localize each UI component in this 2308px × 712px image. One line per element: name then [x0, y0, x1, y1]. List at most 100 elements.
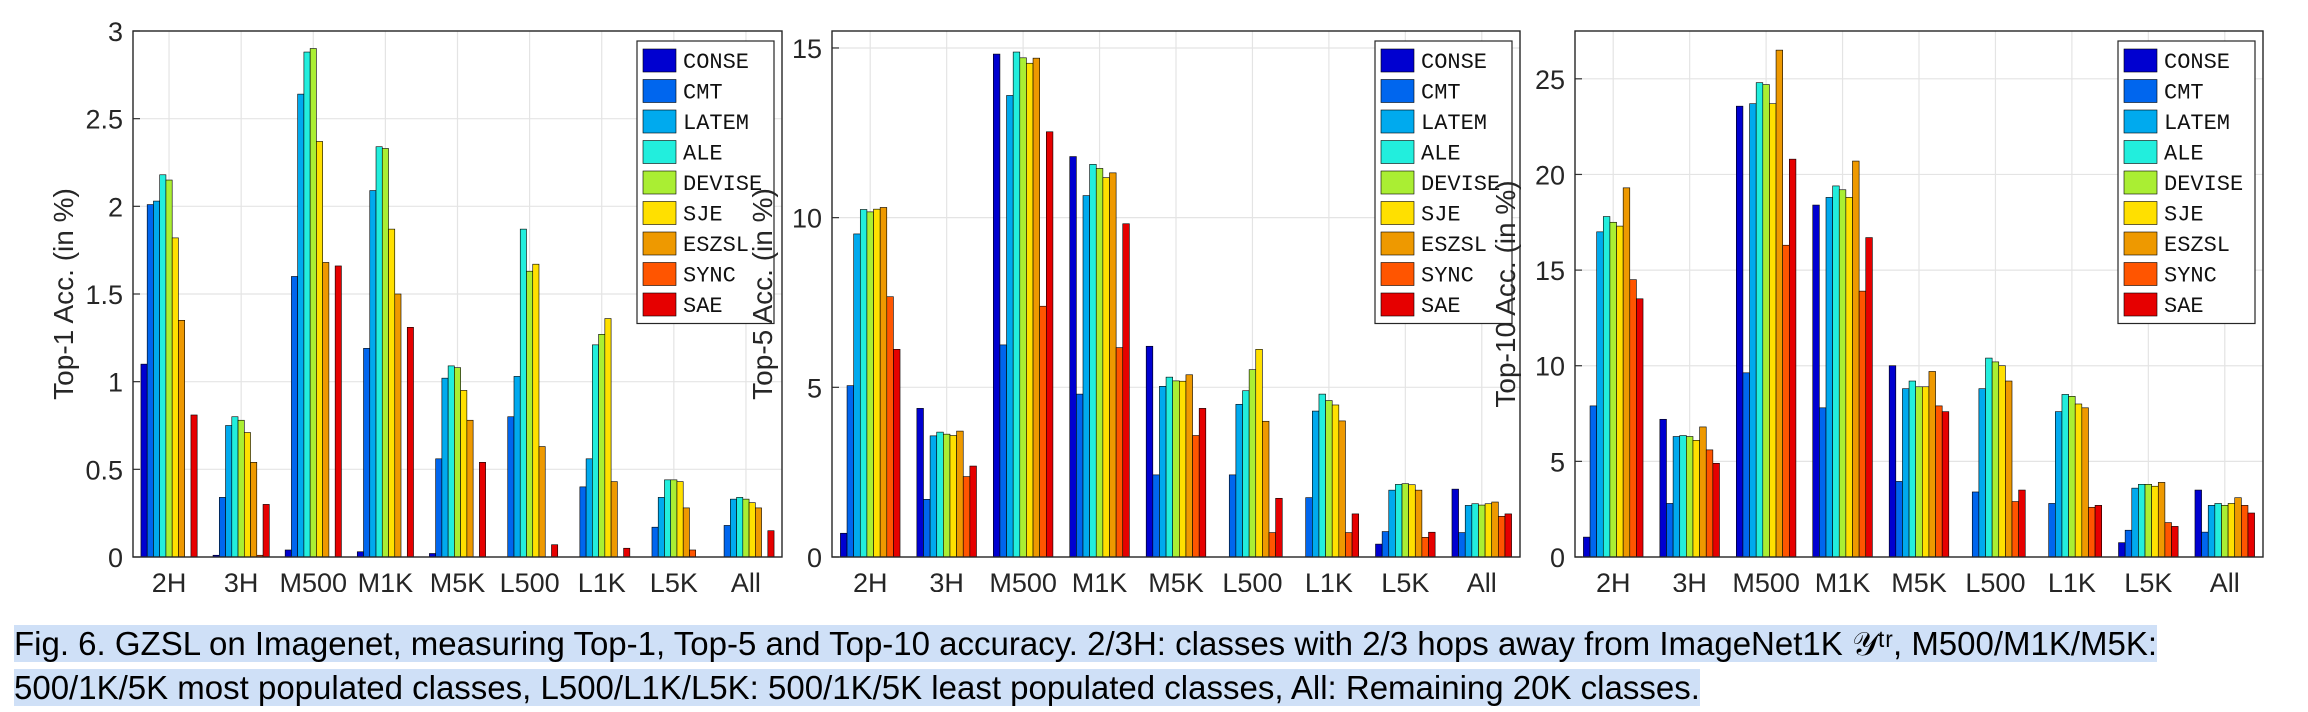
bar	[1039, 305, 1047, 558]
bar	[2247, 512, 2255, 558]
bar	[1699, 426, 1707, 558]
legend-swatch	[642, 140, 677, 164]
legend-swatch	[1380, 140, 1415, 164]
bar	[1735, 105, 1744, 558]
bar	[303, 51, 311, 558]
bar	[2194, 489, 2202, 558]
bar	[2151, 485, 2159, 558]
bar	[886, 296, 894, 558]
bar	[1858, 290, 1867, 558]
bar	[2138, 484, 2146, 558]
bar	[1275, 497, 1283, 558]
bar	[507, 416, 515, 558]
y-tick-label: 0.5	[85, 455, 123, 485]
bar	[1749, 103, 1757, 558]
bar	[1583, 536, 1591, 558]
bar	[1782, 244, 1790, 558]
bar	[2241, 505, 2249, 558]
bar	[1019, 57, 1027, 558]
legend-label: DEVISE	[683, 172, 762, 197]
bar	[153, 200, 160, 558]
bar	[1478, 504, 1486, 558]
y-tick-label: 2.5	[85, 105, 123, 135]
bar	[218, 497, 226, 558]
bar	[1902, 388, 1910, 558]
bar	[375, 146, 383, 558]
bar	[1666, 503, 1674, 558]
legend: CONSE CMT LATEM ALE DEVISE SJE ESZSL SYNC SAE	[636, 40, 775, 325]
y-tick-label: 10	[792, 204, 822, 234]
bar	[369, 190, 377, 558]
bar	[1338, 420, 1346, 558]
legend-label: ALE	[1421, 142, 1461, 167]
bar	[723, 525, 731, 558]
legend-label: ESZSL	[2164, 233, 2230, 258]
bar	[853, 233, 861, 558]
legend-swatch	[642, 170, 677, 195]
bar	[1172, 380, 1180, 558]
bar	[2088, 506, 2096, 558]
bar	[923, 499, 931, 558]
bar	[1428, 531, 1436, 558]
y-tick-label: 2	[108, 192, 123, 222]
bar	[1102, 177, 1110, 558]
x-tick-label: L1K	[578, 568, 626, 592]
legend-label: DEVISE	[2164, 172, 2243, 197]
x-tick-label: L5K	[1381, 568, 1429, 592]
bar	[579, 486, 587, 558]
bar	[1451, 488, 1459, 558]
legend-label: ALE	[2164, 142, 2204, 167]
legend-swatch	[1380, 79, 1415, 103]
legend-swatch	[1380, 170, 1415, 195]
y-tick-label: 1.5	[85, 280, 123, 310]
bar	[1978, 388, 1986, 558]
x-tick-label: L500	[500, 568, 560, 592]
legend-swatch	[2123, 140, 2158, 164]
x-tick-label: L500	[1965, 568, 2025, 592]
bar	[1076, 393, 1084, 558]
legend-label: SYNC	[1421, 264, 1474, 289]
bar	[1908, 380, 1916, 558]
bar	[1471, 503, 1479, 558]
y-tick-label: 1	[108, 368, 123, 398]
bar	[598, 334, 606, 558]
bar	[165, 179, 173, 558]
bar	[284, 549, 292, 558]
bar	[394, 293, 402, 558]
bar	[1672, 436, 1681, 558]
y-tick-label: 15	[792, 34, 822, 64]
bar	[2124, 529, 2133, 558]
x-tick-label: All	[1467, 568, 1497, 592]
bar	[322, 262, 330, 558]
bar	[1255, 349, 1263, 558]
x-tick-label: L500	[1222, 568, 1282, 592]
bar	[2061, 394, 2069, 558]
bar	[610, 481, 618, 558]
legend: CONSE CMT LATEM ALE DEVISE SJE ESZSL SYNC SAE	[2117, 40, 2256, 325]
bar	[949, 435, 957, 558]
bar	[2207, 505, 2216, 558]
bar	[1825, 197, 1833, 558]
bar	[532, 263, 540, 558]
bar	[2234, 497, 2242, 558]
bar	[1006, 95, 1014, 558]
bar	[879, 207, 888, 558]
bar	[316, 141, 323, 558]
legend-label: SAE	[2164, 294, 2204, 319]
bar	[1928, 371, 1936, 558]
bar	[356, 551, 364, 558]
bar	[1998, 365, 2006, 558]
bar	[676, 481, 684, 558]
bar	[140, 363, 148, 558]
legend: CONSE CMT LATEM ALE DEVISE SJE ESZSL SYNC SAE	[1374, 40, 1513, 325]
y-tick-label: 20	[1535, 160, 1565, 190]
bar	[262, 504, 270, 558]
bar	[1504, 513, 1512, 558]
bar	[999, 344, 1007, 558]
bar	[237, 419, 245, 558]
bar	[363, 348, 371, 558]
bar	[2011, 501, 2019, 558]
bar	[171, 237, 179, 558]
axes-box	[132, 30, 783, 558]
charts-figure: 0 0.5 1 1.5 2 2.5 3 2H 3H M500 M1K M5K L500 L1K L5K All…	[48, 17, 2264, 592]
